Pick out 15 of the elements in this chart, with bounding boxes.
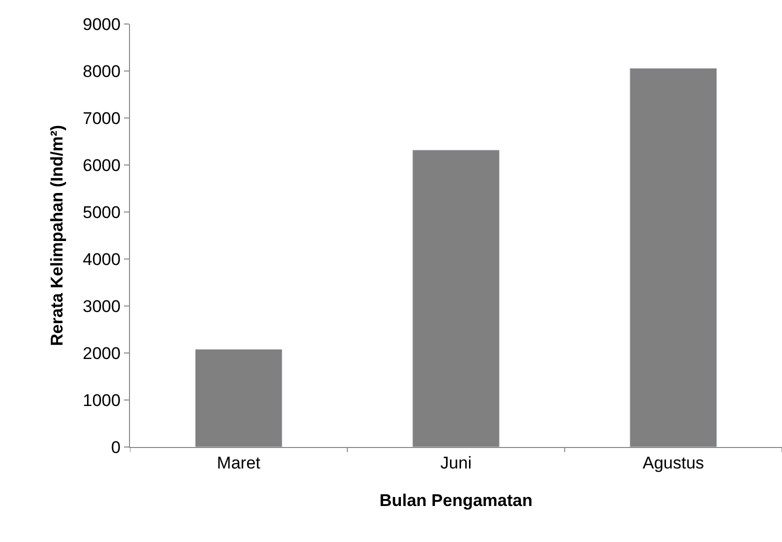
- x-tick-label: Agustus: [642, 453, 704, 472]
- y-tick-label: 5000: [82, 202, 121, 222]
- y-tick-label: 3000: [82, 296, 121, 316]
- y-tick-label: 8000: [82, 62, 121, 81]
- x-axis-title: Bulan Pengamatan: [379, 490, 533, 510]
- y-tick-label: 1000: [82, 390, 121, 410]
- y-tick-label: 6000: [82, 156, 121, 175]
- y-tick-label: 4000: [82, 250, 121, 269]
- y-tick-label: 0: [111, 438, 121, 457]
- y-tick-label: 9000: [82, 14, 121, 34]
- y-axis-title: Rerata Kelimpahan (Ind/m²): [47, 124, 66, 346]
- x-tick-label: Maret: [216, 453, 261, 472]
- x-tick-label: Juni: [440, 453, 472, 472]
- y-tick-label: 2000: [82, 344, 121, 363]
- y-tick-label: 7000: [82, 108, 121, 128]
